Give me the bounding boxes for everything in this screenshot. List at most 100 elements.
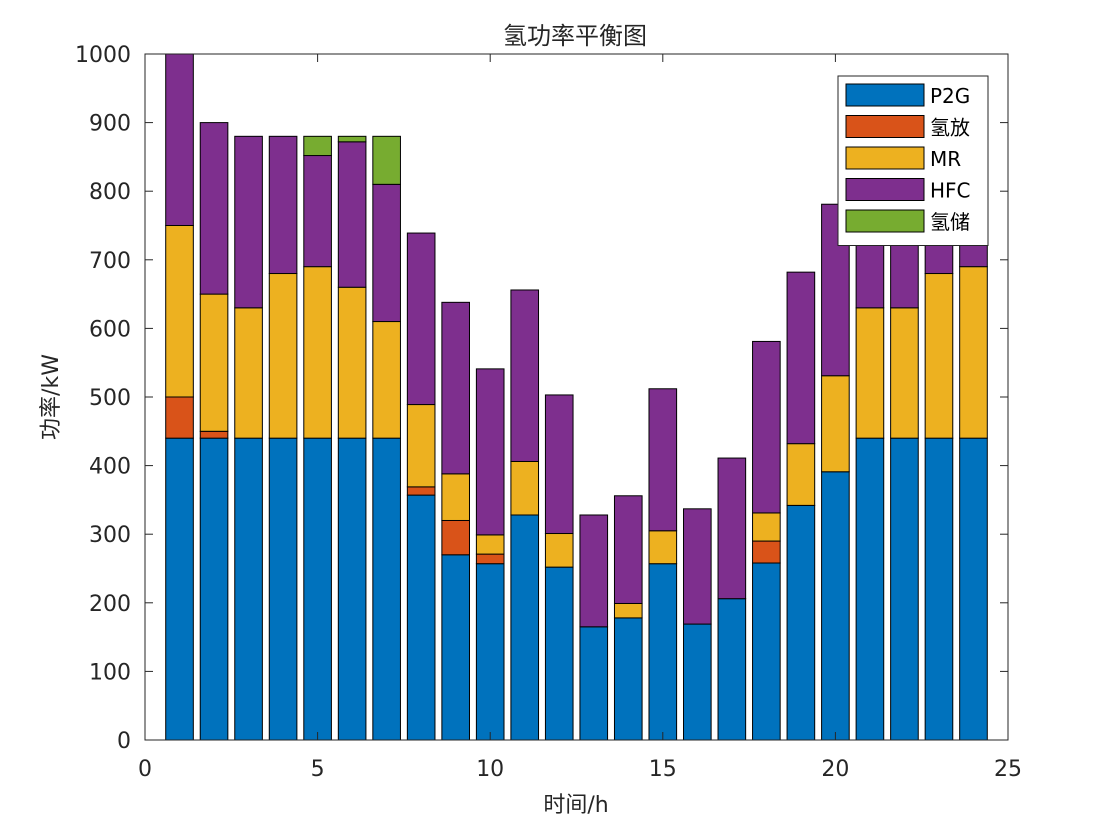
y-axis-title: 功率/kW	[39, 354, 64, 440]
legend-label-series-4: 氢储	[930, 210, 970, 234]
bar-mr-7	[372, 321, 401, 439]
bar-mr-21	[855, 307, 885, 439]
bar-p2g-21	[855, 437, 885, 741]
bar-hfc-5	[303, 155, 332, 268]
y-tick-label: 200	[89, 592, 131, 617]
bar-series-4-7	[372, 135, 401, 185]
bar-mr-10	[475, 534, 505, 555]
bar-p2g-9	[441, 554, 470, 741]
bar-mr-23	[924, 273, 954, 439]
y-tick-label: 800	[89, 180, 131, 205]
y-tick-label: 900	[89, 112, 131, 137]
x-tick-label: 0	[138, 757, 152, 782]
bar-p2g-22	[890, 437, 919, 741]
x-tick-label: 5	[311, 757, 325, 782]
bar-hfc-3	[234, 135, 263, 309]
bar-mr-4	[268, 273, 298, 439]
bar-p2g-12	[544, 566, 574, 741]
legend-label-mr: MR	[930, 147, 961, 171]
y-tick-label: 700	[89, 249, 131, 274]
bar-mr-6	[337, 286, 367, 439]
bar-hfc-13	[579, 514, 609, 628]
bar-p2g-7	[372, 437, 401, 741]
bar-hfc-12	[544, 394, 574, 535]
chart-title: 氢功率平衡图	[503, 22, 647, 50]
bar-mr-15	[648, 530, 678, 565]
legend-swatch-hfc	[845, 178, 925, 201]
bar-series-1-9	[441, 519, 470, 556]
bar-p2g-15	[648, 563, 678, 741]
bar-series-4-6	[337, 135, 367, 143]
bar-p2g-1	[165, 437, 194, 741]
bar-mr-8	[406, 404, 436, 488]
bar-p2g-17	[717, 598, 747, 741]
bar-hfc-4	[268, 135, 298, 275]
bar-p2g-18	[752, 562, 781, 741]
x-tick-label: 25	[994, 757, 1022, 782]
legend: P2G 氢放 MR HFC 氢储	[837, 75, 989, 246]
bar-mr-9	[441, 473, 470, 521]
legend-swatch-series-1	[845, 115, 925, 138]
legend-label-p2g: P2G	[930, 84, 970, 108]
ticks-layer: 0 5 10 15 20 25 0 100 200 300 400 500 600 700 800 900 10…	[75, 43, 1022, 782]
bar-p2g-3	[234, 437, 263, 741]
bar-mr-19	[786, 443, 816, 506]
bar-series-4-5	[303, 135, 332, 157]
bar-p2g-23	[924, 437, 954, 741]
bar-hfc-6	[337, 141, 367, 288]
bar-mr-24	[959, 266, 988, 439]
bar-p2g-11	[510, 514, 540, 741]
bar-p2g-20	[821, 471, 850, 741]
bar-mr-1	[165, 225, 194, 398]
y-tick-label: 500	[89, 386, 131, 411]
bar-mr-2	[199, 293, 229, 432]
bar-hfc-19	[786, 271, 816, 445]
bar-mr-11	[510, 460, 540, 516]
x-tick-label: 10	[476, 757, 504, 782]
bar-mr-5	[303, 266, 332, 439]
bar-p2g-5	[303, 437, 332, 741]
legend-swatch-mr	[845, 146, 925, 170]
bar-hfc-7	[372, 183, 401, 323]
bar-series-1-10	[475, 553, 505, 565]
bar-hfc-9	[441, 301, 470, 475]
y-tick-label: 1000	[75, 43, 131, 68]
y-tick-label: 300	[89, 523, 131, 548]
bar-p2g-4	[268, 437, 298, 741]
bar-hfc-16	[683, 508, 712, 625]
bar-hfc-8	[406, 232, 436, 406]
bar-series-1-2	[199, 430, 229, 439]
bar-p2g-6	[337, 437, 367, 741]
bar-p2g-24	[959, 437, 988, 741]
bar-p2g-2	[199, 437, 229, 741]
legend-swatch-p2g	[845, 83, 925, 107]
bar-hfc-11	[510, 289, 540, 462]
bar-hfc-10	[475, 368, 505, 536]
bar-series-1-18	[752, 540, 781, 564]
bar-mr-12	[544, 533, 574, 568]
bar-mr-20	[821, 375, 850, 473]
bar-hfc-17	[717, 457, 747, 600]
bar-p2g-19	[786, 504, 816, 741]
bar-hfc-1	[165, 53, 194, 226]
bar-hfc-18	[752, 340, 781, 514]
legend-label-hfc: HFC	[930, 179, 971, 203]
bar-mr-18	[752, 512, 781, 542]
legend-swatch-series-4	[845, 209, 925, 233]
bar-mr-14	[613, 602, 643, 619]
y-tick-label: 600	[89, 317, 131, 342]
bar-hfc-15	[648, 388, 678, 532]
x-tick-label: 15	[649, 757, 677, 782]
x-axis-title: 时间/h	[543, 793, 608, 818]
bar-p2g-13	[579, 626, 609, 741]
x-tick-label: 20	[821, 757, 849, 782]
bar-series-1-1	[165, 396, 194, 439]
y-tick-label: 100	[89, 660, 131, 685]
bar-mr-22	[890, 307, 919, 439]
y-tick-label: 0	[117, 729, 131, 754]
bar-series-1-8	[406, 486, 436, 496]
bar-p2g-8	[406, 494, 436, 741]
bar-p2g-14	[613, 617, 643, 741]
bar-p2g-10	[475, 563, 505, 741]
